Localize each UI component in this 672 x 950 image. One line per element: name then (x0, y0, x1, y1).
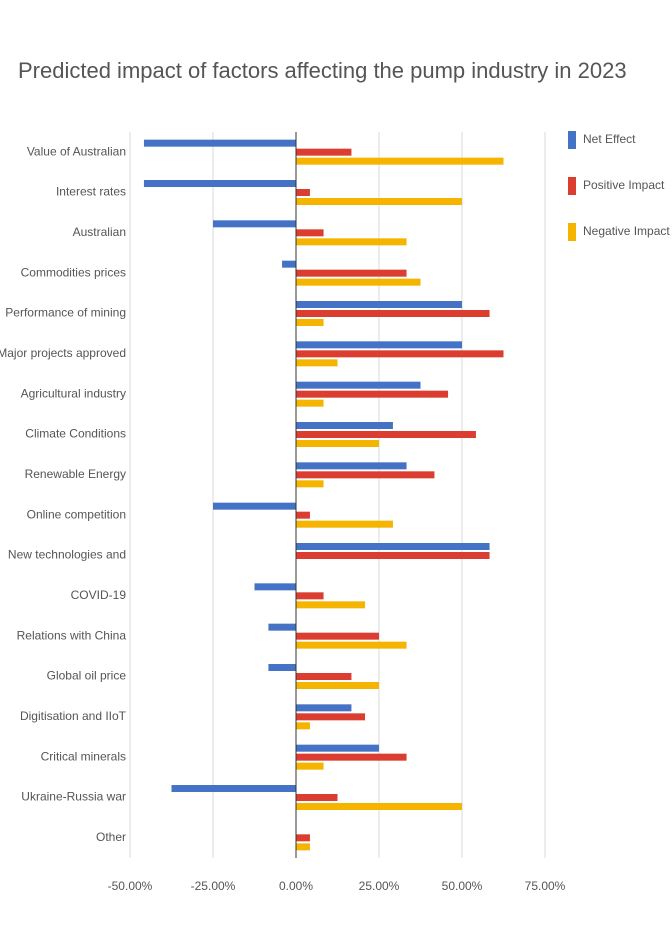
y-tick-label: Commodities prices (21, 265, 126, 279)
bar (296, 462, 407, 470)
legend-label: Negative Impact (583, 224, 670, 238)
bar (296, 229, 324, 237)
bar (296, 157, 504, 165)
y-tick-label: Performance of mining (5, 306, 126, 320)
y-tick-label: Digitisation and IIoT (20, 709, 127, 723)
bar (296, 381, 421, 389)
bar (296, 543, 490, 550)
bar (254, 583, 296, 591)
y-tick-label: Agricultural industry (21, 386, 126, 400)
bar (296, 592, 324, 600)
legend-swatch (568, 177, 576, 195)
y-tick-label: Critical minerals (41, 749, 126, 763)
y-tick-label: Major projects approved (0, 346, 126, 360)
bar (296, 601, 366, 609)
bar (296, 762, 324, 770)
bar (296, 632, 379, 640)
bar (296, 350, 504, 358)
bar (296, 238, 407, 246)
bar (296, 682, 379, 689)
bar (296, 803, 462, 810)
legend-label: Net Effect (583, 132, 636, 146)
bar (296, 744, 379, 752)
x-tick-label: -50.00% (108, 879, 153, 893)
bar (213, 502, 296, 510)
bar (268, 664, 296, 671)
bar (296, 198, 462, 205)
y-tick-label: Online competition (27, 507, 126, 521)
bar (296, 269, 407, 277)
bar (296, 704, 352, 712)
bar (296, 843, 310, 851)
bar (296, 440, 379, 447)
bar (296, 359, 338, 367)
bar (296, 641, 407, 649)
bar (296, 471, 435, 479)
x-tick-label: 0.00% (279, 879, 313, 893)
bar (213, 220, 296, 228)
x-tick-label: 25.00% (359, 879, 400, 893)
bar (143, 180, 296, 187)
bar (296, 834, 310, 842)
bar (296, 753, 407, 761)
bar (296, 722, 310, 730)
bar (296, 399, 324, 407)
y-tick-label: Australian (73, 225, 126, 239)
y-tick-label: COVID-19 (71, 588, 127, 602)
x-tick-label: 75.00% (525, 879, 566, 893)
x-tick-label: 50.00% (442, 879, 483, 893)
y-tick-label: New technologies and (8, 548, 126, 562)
x-tick-label: -25.00% (191, 879, 236, 893)
legend-swatch (568, 131, 576, 149)
y-tick-label: Interest rates (56, 185, 126, 199)
bar (296, 341, 462, 349)
y-tick-label: Climate Conditions (25, 427, 126, 441)
bar (296, 390, 449, 398)
y-tick-label: Ukraine-Russia war (21, 790, 126, 804)
bar (296, 189, 310, 196)
bar (296, 422, 393, 429)
bar (296, 520, 393, 528)
y-tick-label: Global oil price (47, 669, 127, 683)
bar (296, 480, 324, 488)
bar (296, 552, 490, 559)
legend-label: Positive Impact (583, 178, 665, 192)
bar (296, 511, 310, 519)
bar (268, 623, 296, 631)
chart-title: Predicted impact of factors affecting th… (18, 58, 627, 83)
bar (296, 794, 338, 801)
bar (296, 310, 490, 317)
y-tick-label: Other (96, 830, 126, 844)
bar (296, 148, 352, 156)
bar (296, 713, 366, 721)
y-tick-label: Relations with China (17, 628, 127, 642)
y-tick-label: Value of Australian (27, 144, 126, 158)
bar (171, 785, 296, 792)
bar (296, 431, 476, 438)
bar (282, 260, 296, 268)
bar (296, 301, 462, 308)
bar (296, 319, 324, 326)
legend-swatch (568, 223, 576, 241)
bar (296, 278, 421, 286)
y-tick-label: Renewable Energy (25, 467, 126, 481)
bar (143, 139, 296, 147)
bar (296, 673, 352, 680)
